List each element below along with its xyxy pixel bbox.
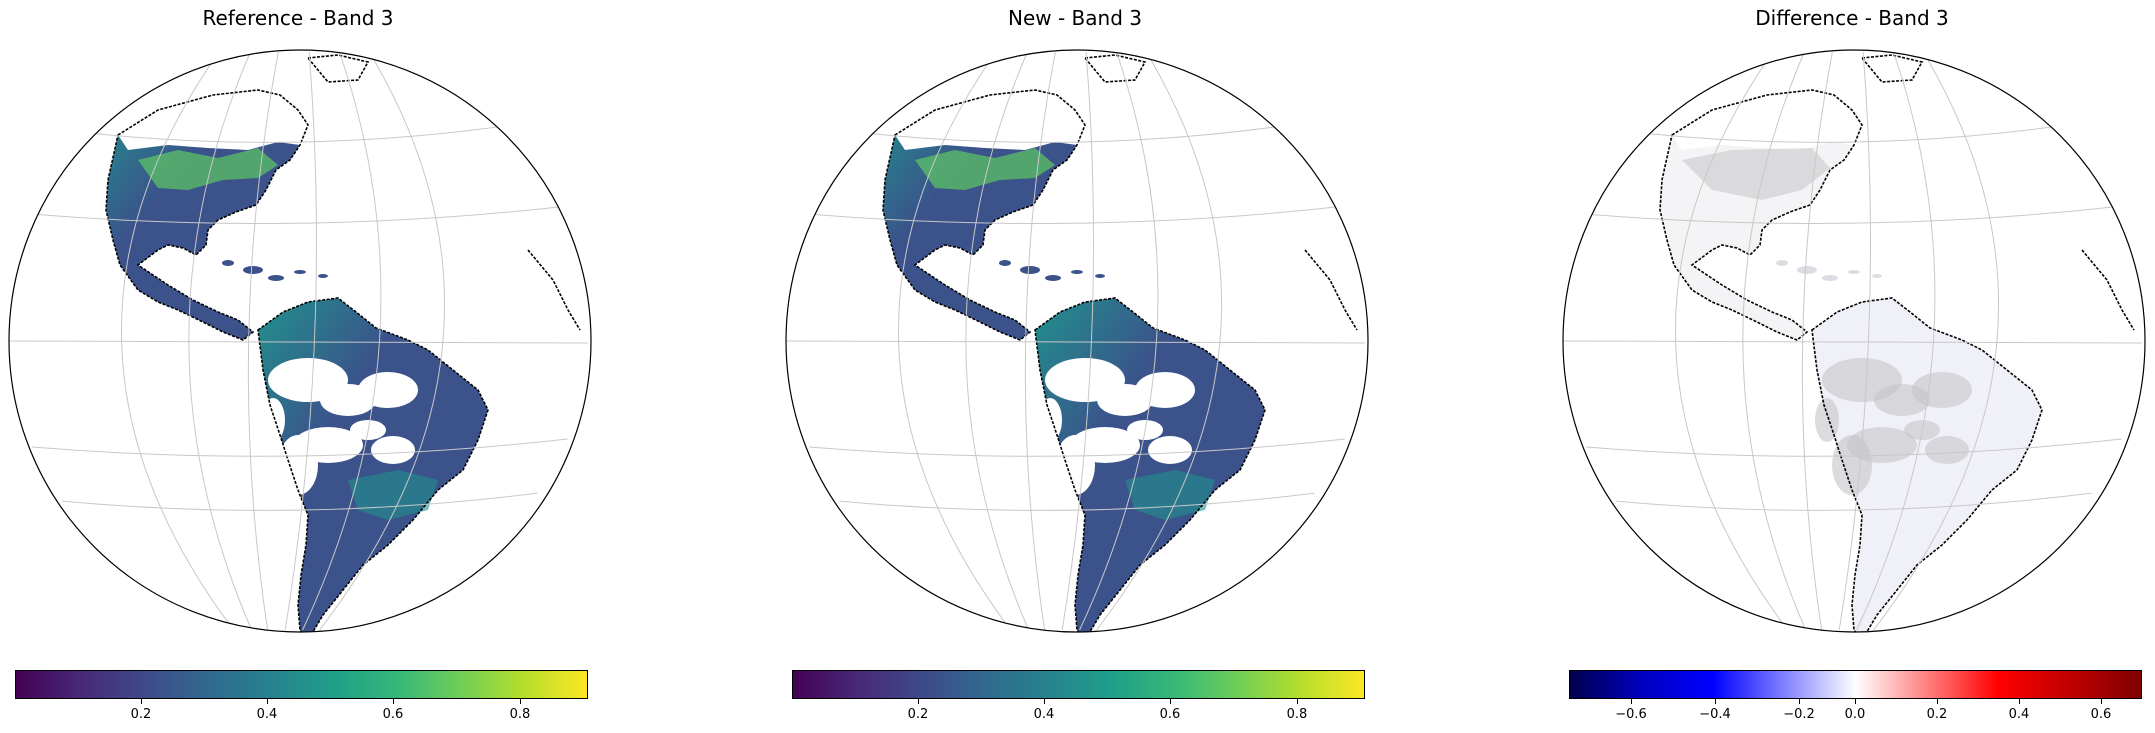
difference-globe-map [1562, 49, 2146, 633]
tick-label: 0.4 [2008, 707, 2030, 722]
reference-colorbar [15, 670, 588, 699]
tick-label: 0.4 [1033, 707, 1055, 722]
difference-colorbar-ticks: −0.6 −0.4 −0.2 0.0 0.2 0.4 0.6 [1569, 699, 2142, 729]
tick-label: −0.2 [1783, 707, 1815, 722]
panel-title: Difference - Band 3 [1755, 6, 1949, 30]
globe-outline [8, 49, 592, 633]
tick-label: 0.6 [2090, 707, 2112, 722]
new-panel: New - Band 3 0.2 0.4 0.6 0.8 [785, 0, 1369, 733]
globe-outline [785, 49, 1369, 633]
tick-label: 0.8 [509, 707, 531, 722]
difference-panel: Difference - Band 3 −0.6 −0.4 −0.2 0.0 0… [1562, 0, 2146, 733]
panel-title: New - Band 3 [1008, 6, 1142, 30]
difference-colorbar [1569, 670, 2142, 699]
graticule [9, 51, 589, 631]
reference-panel: Reference - Band 3 0.2 0.4 0.6 0.8 [8, 0, 592, 733]
new-colorbar [792, 670, 1365, 699]
tick-label: 0.8 [1286, 707, 1308, 722]
tick-label: 0.2 [1926, 707, 1948, 722]
tick-label: 0.0 [1844, 707, 1866, 722]
tick-label: 0.6 [1159, 707, 1181, 722]
new-globe-map [785, 49, 1369, 633]
reference-globe-map [8, 49, 592, 633]
tick-label: 0.6 [382, 707, 404, 722]
tick-label: −0.4 [1699, 707, 1731, 722]
globe-outline [1562, 49, 2146, 633]
reference-colorbar-ticks: 0.2 0.4 0.6 0.8 [15, 699, 588, 729]
tick-label: −0.6 [1615, 707, 1647, 722]
tick-label: 0.4 [256, 707, 278, 722]
new-colorbar-ticks: 0.2 0.4 0.6 0.8 [792, 699, 1365, 729]
tick-label: 0.2 [907, 707, 929, 722]
panel-title: Reference - Band 3 [202, 6, 394, 30]
graticule [1563, 51, 2143, 631]
tick-label: 0.2 [130, 707, 152, 722]
graticule [786, 51, 1366, 631]
